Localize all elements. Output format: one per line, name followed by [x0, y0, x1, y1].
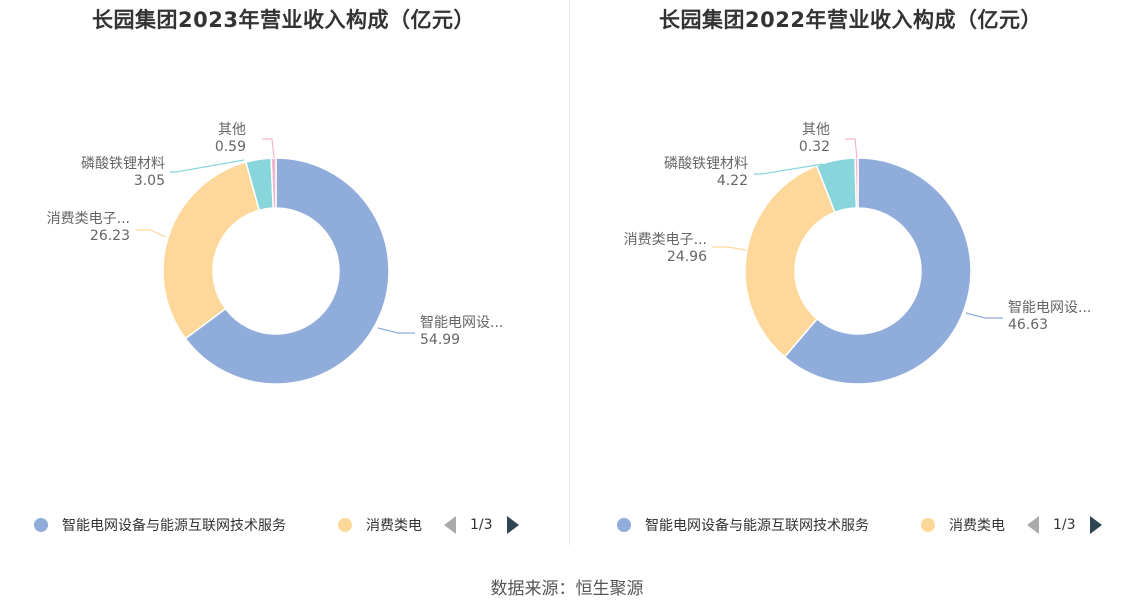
label-leader-line: [136, 229, 167, 238]
prev-page-icon[interactable]: [1027, 516, 1039, 534]
legend-label: 智能电网设备与能源互联网技术服务: [645, 518, 869, 534]
legend-dot: [617, 518, 631, 532]
next-page-icon[interactable]: [506, 516, 519, 534]
panel-divider: [569, 0, 570, 545]
pie-slice[interactable]: [184, 157, 390, 385]
page-indicator: 1/3: [1053, 517, 1076, 533]
pie-slice[interactable]: [783, 157, 972, 385]
legend-dot: [921, 518, 935, 532]
label-leader-line: [712, 246, 747, 251]
chart-title: 长园集团2022年营业收入构成（亿元）: [659, 8, 1042, 32]
legend: 智能电网设备与能源互联网技术服务 消费类电 1/3: [0, 514, 567, 538]
page-indicator: 1/3: [470, 517, 493, 533]
pie-slice[interactable]: [854, 157, 859, 209]
slice-value: 0.59: [215, 139, 246, 155]
label-leader-line: [377, 327, 415, 334]
slice-label: 磷酸铁锂材料: [81, 156, 165, 172]
chart-panel-2023: 长园集团2023年营业收入构成（亿元） 智能电网设... 54.99 消费类电子..…: [0, 0, 567, 550]
label-leader-line: [965, 312, 1003, 319]
next-page-icon[interactable]: [1089, 516, 1102, 534]
label-leader-line: [845, 138, 858, 159]
slice-value: 26.23: [90, 228, 130, 244]
slice-value: 46.63: [1008, 317, 1048, 333]
legend-pager: 1/3: [1027, 514, 1102, 536]
label-leader-line: [170, 159, 245, 173]
pie-slice[interactable]: [270, 157, 277, 209]
slice-label: 智能电网设...: [420, 315, 503, 331]
prev-page-icon[interactable]: [444, 516, 456, 534]
legend-item-smart-grid[interactable]: 智能电网设备与能源互联网技术服务: [617, 514, 869, 536]
legend-item-consumer[interactable]: 消费类电: [338, 514, 422, 536]
chart-panel-2022: 长园集团2022年营业收入构成（亿元） 智能电网设... 46.63 消费类电子..…: [567, 0, 1134, 550]
slice-label: 消费类电子...: [624, 232, 707, 248]
slice-label: 其他: [802, 122, 830, 138]
legend-item-smart-grid[interactable]: 智能电网设备与能源互联网技术服务: [34, 514, 286, 536]
chart-title: 长园集团2023年营业收入构成（亿元）: [92, 8, 475, 32]
data-source: 数据来源：恒生聚源: [490, 579, 644, 599]
legend-dot: [338, 518, 352, 532]
slice-value: 24.96: [667, 249, 707, 265]
legend-label: 消费类电: [949, 518, 1005, 534]
slice-value: 3.05: [134, 173, 165, 189]
legend-item-consumer[interactable]: 消费类电: [921, 514, 1005, 536]
slice-label: 磷酸铁锂材料: [664, 156, 748, 172]
label-leader-line: [754, 163, 824, 175]
slice-value: 4.22: [717, 173, 748, 189]
pie-slice[interactable]: [744, 164, 836, 358]
slice-label: 消费类电子...: [47, 211, 130, 227]
pie-slice[interactable]: [162, 161, 261, 340]
label-leader-line: [262, 138, 275, 159]
legend: 智能电网设备与能源互联网技术服务 消费类电 1/3: [567, 514, 1134, 538]
slice-value: 0.32: [799, 139, 830, 155]
slice-label: 智能电网设...: [1008, 300, 1091, 316]
legend-pager: 1/3: [444, 514, 519, 536]
slice-value: 54.99: [420, 332, 460, 348]
legend-label: 消费类电: [366, 518, 422, 534]
legend-label: 智能电网设备与能源互联网技术服务: [62, 518, 286, 534]
slice-label: 其他: [218, 122, 246, 138]
legend-dot: [34, 518, 48, 532]
